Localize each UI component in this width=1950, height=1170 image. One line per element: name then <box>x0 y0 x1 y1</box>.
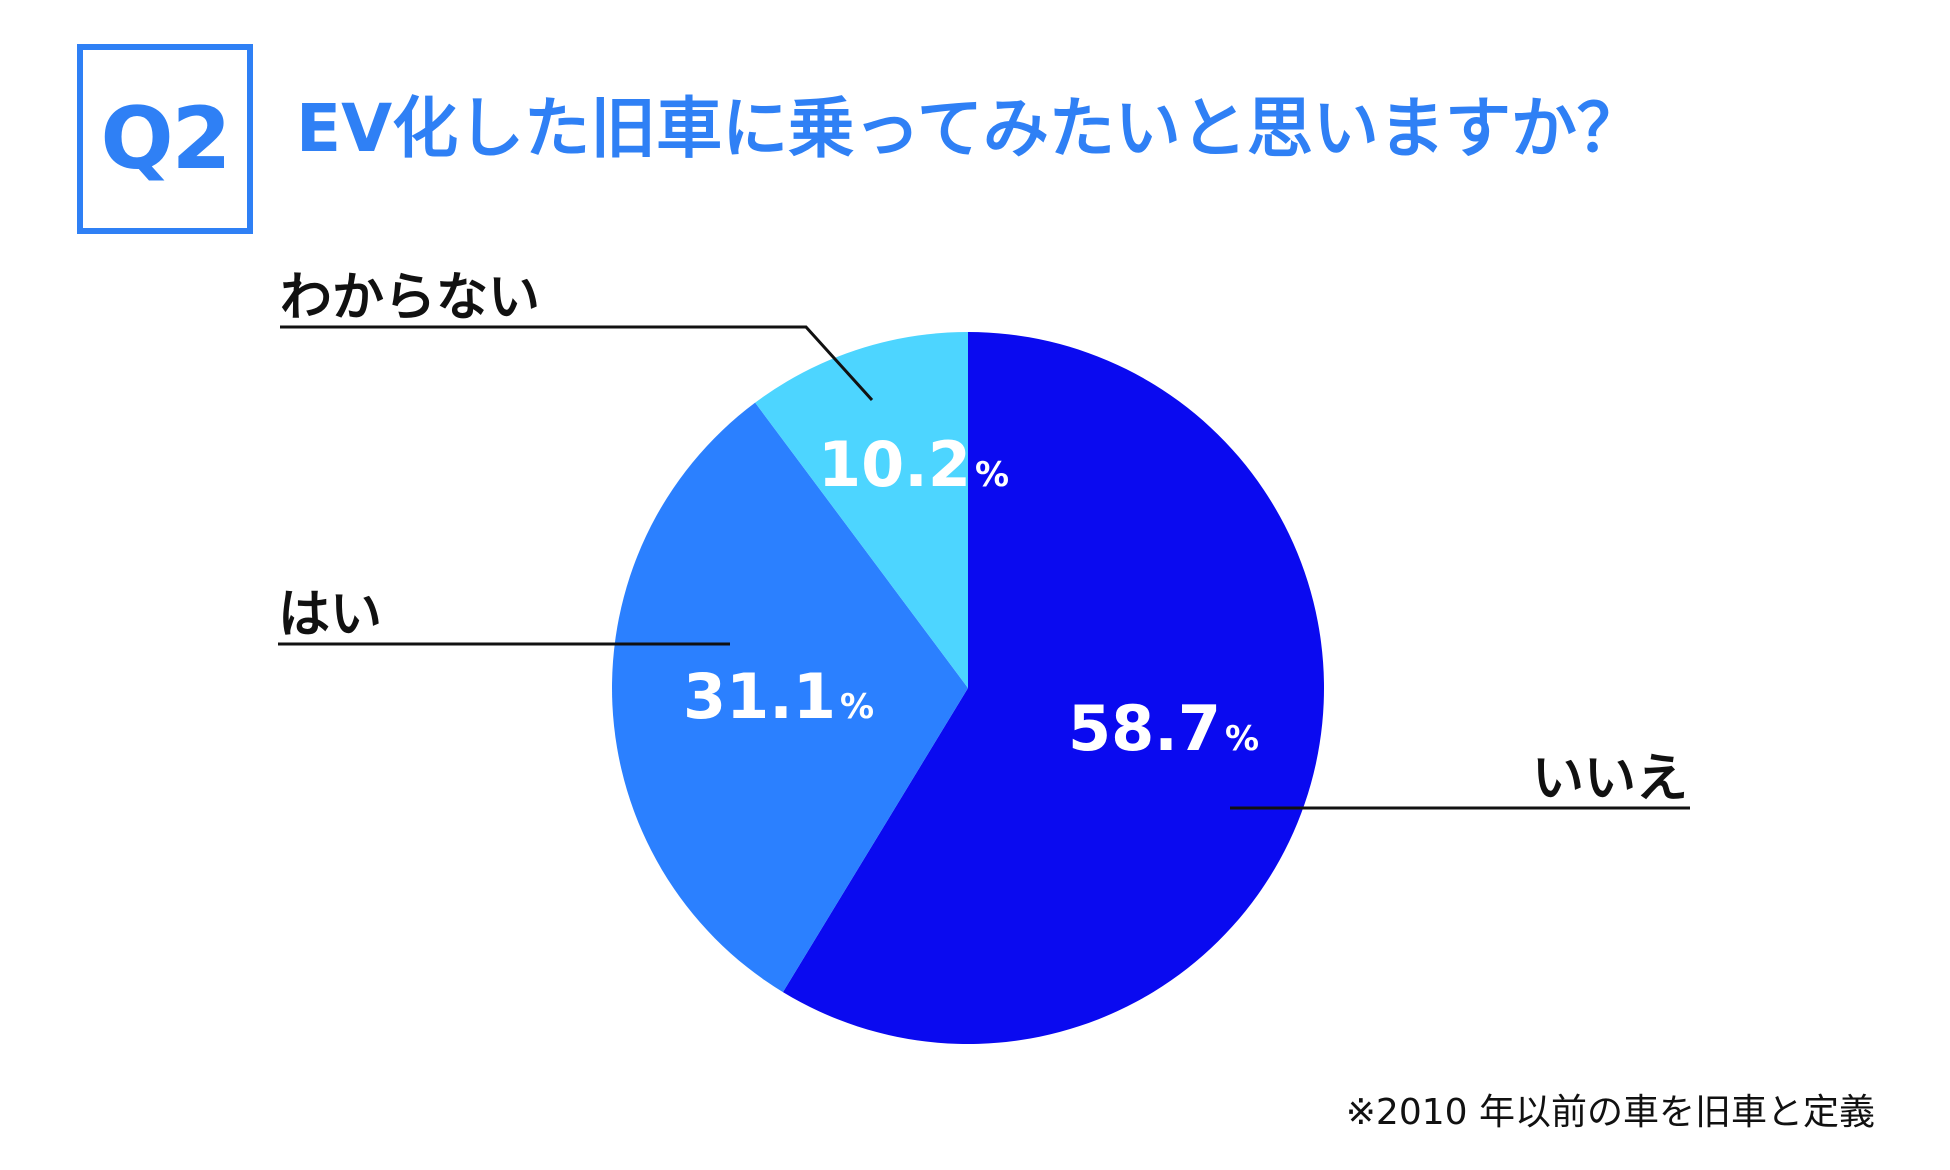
pie-slice-iie <box>782 332 1325 1044</box>
value-label-iie-number: 58.7 <box>1068 692 1221 765</box>
pie-slices <box>612 332 1325 1044</box>
category-label-wakaranai: わからない <box>280 268 540 328</box>
chart-title: EV化した旧車に乗ってみたいと思いますか？ <box>296 90 1643 167</box>
value-label-iie-unit: % <box>1225 719 1259 759</box>
value-label-hai-unit: % <box>840 687 874 727</box>
leader-line-wakaranai <box>280 325 874 402</box>
question-badge: Q2 <box>77 44 253 234</box>
category-label-hai: はい <box>278 585 382 645</box>
value-label-hai: 31.1% <box>683 660 874 733</box>
question-badge-label: Q2 <box>100 89 232 189</box>
pie-slice-hai <box>612 402 968 993</box>
category-label-iie: いいえ <box>1532 749 1688 809</box>
footnote: ※2010 年以前の車を旧車と定義 <box>1345 1092 1875 1133</box>
value-label-wakaranai-unit: % <box>975 455 1009 495</box>
value-label-hai-number: 31.1 <box>683 660 836 733</box>
pie-slice-wakaranai <box>755 332 968 688</box>
value-label-iie: 58.7% <box>1068 692 1259 765</box>
value-label-wakaranai: 10.2% <box>818 428 1009 501</box>
value-label-wakaranai-number: 10.2 <box>818 428 971 501</box>
